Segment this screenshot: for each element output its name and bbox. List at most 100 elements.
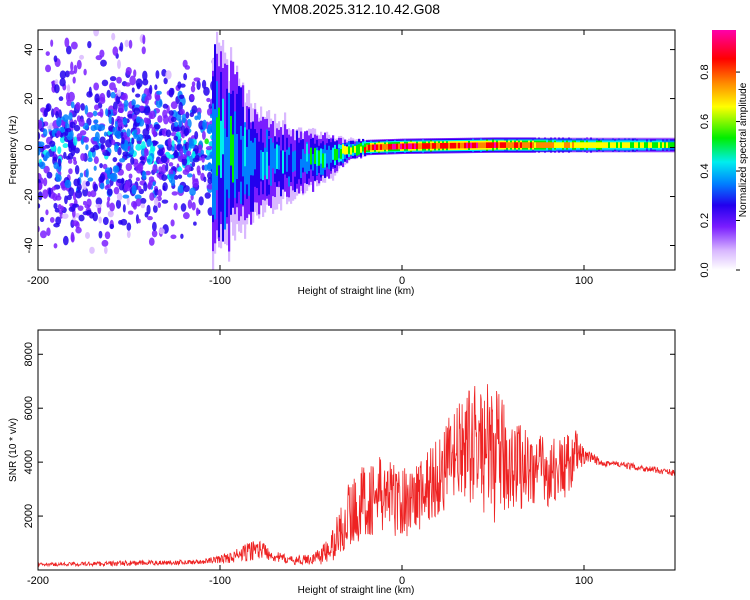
- spectrogram-cell: [182, 212, 190, 220]
- spectrogram-cell: [494, 142, 497, 148]
- spectrogram-cell: [95, 197, 103, 206]
- spectrogram-cell: [170, 116, 177, 123]
- spectrogram-cell: [654, 142, 657, 148]
- colorbar-tick-label: 0.4: [699, 163, 711, 178]
- spectrogram-cell: [142, 34, 146, 45]
- spectrogram-cell: [534, 142, 537, 148]
- spectrogram-cell: [103, 131, 108, 137]
- spectrogram-cell: [119, 158, 126, 163]
- spectrogram-cell: [260, 150, 263, 179]
- spectrogram-cell: [183, 185, 190, 193]
- spectrogram-cell: [114, 143, 119, 153]
- spectrogram-cell: [134, 194, 142, 200]
- spectrogram-cell: [618, 142, 621, 148]
- y-tick-label: 2000: [23, 504, 35, 528]
- spectrogram-cell: [59, 182, 65, 187]
- spectrogram-cell: [93, 30, 99, 37]
- spectrogram-cell: [628, 142, 631, 148]
- spectrogram-cell: [62, 143, 69, 149]
- spectrogram-cell: [113, 101, 118, 112]
- spectrogram-cell: [189, 187, 196, 196]
- spectrogram-cell: [117, 89, 122, 97]
- spectrogram-cell: [129, 147, 135, 156]
- spectrogram-cell: [616, 142, 619, 148]
- spectrogram-cell: [170, 219, 175, 227]
- spectrogram-cell: [438, 143, 441, 149]
- spectrogram-cell: [152, 163, 158, 174]
- spectrogram-cell: [146, 138, 152, 147]
- spectrogram-cell: [53, 243, 58, 249]
- spectrogram-cell: [55, 216, 62, 225]
- spectrogram-cell: [450, 142, 453, 149]
- spectrogram-cell: [46, 227, 51, 237]
- spectrogram-cell: [226, 136, 229, 190]
- spectrogram-cell: [107, 210, 114, 218]
- spectrogram-cell: [178, 94, 185, 100]
- spectrogram-cell: [568, 142, 571, 148]
- spectrogram-cell: [111, 172, 118, 182]
- spectrogram-cell: [201, 130, 206, 140]
- spectrogram-cell: [131, 184, 137, 195]
- spectrogram-cell: [131, 200, 137, 208]
- spectrogram-cell: [88, 86, 92, 97]
- spectrogram-cell: [87, 157, 93, 163]
- spectrogram-cell: [456, 142, 459, 149]
- spectrogram-cell: [432, 143, 435, 149]
- spectrogram-cell: [154, 84, 158, 91]
- spectrogram-cell: [376, 144, 379, 151]
- spectrogram-cell: [90, 190, 97, 198]
- spectrogram-cell: [56, 117, 62, 127]
- snr-frame: [37, 329, 676, 571]
- spectrogram-cell: [112, 108, 118, 115]
- spectrogram-cell: [157, 115, 163, 123]
- spectrogram-cell: [162, 109, 168, 119]
- spectrogram-cell: [48, 187, 52, 198]
- colorbar: 0.0 0.2 0.4 0.6 0.8 Normalized spectral ampl…: [699, 30, 749, 278]
- spectrogram-cell: [61, 213, 69, 219]
- spectrogram-x-ticks: -200 -100 0 100: [27, 30, 593, 287]
- spectrogram-cell: [39, 161, 46, 170]
- spectrogram-cell: [496, 142, 499, 148]
- spectrogram-cell: [49, 216, 55, 223]
- spectrogram-cell: [93, 156, 99, 165]
- spectrogram-cell: [105, 139, 113, 148]
- spectrogram-cell: [183, 127, 189, 136]
- spectrogram-cell: [484, 142, 487, 149]
- spectrogram-cell: [540, 142, 543, 148]
- spectrogram-cell: [60, 205, 65, 212]
- spectrogram-cell: [622, 142, 625, 148]
- spectrogram-cell: [604, 142, 607, 148]
- spectrogram-cell: [602, 142, 605, 148]
- spectrogram-cell: [658, 142, 661, 148]
- spectrogram-cell: [646, 142, 649, 148]
- spectrogram-cell: [198, 196, 204, 206]
- spectrogram-cell: [171, 146, 175, 152]
- spectrogram-cell: [630, 142, 633, 148]
- spectrogram-cell: [556, 142, 559, 148]
- spectrogram-cell: [158, 227, 165, 235]
- spectrogram-cell: [59, 78, 66, 87]
- spectrogram-cell: [85, 144, 89, 151]
- spectrogram-cell: [135, 143, 142, 151]
- spectrogram-cell: [85, 180, 90, 187]
- spectrogram-cell: [75, 189, 83, 199]
- spectrogram-cell: [218, 107, 221, 166]
- spectrogram-cell: [444, 142, 447, 149]
- spectrogram-cell: [312, 154, 315, 171]
- spectrogram-cell: [572, 142, 575, 148]
- spectrogram-cell: [177, 174, 183, 179]
- spectrogram-cell: [67, 91, 75, 102]
- x-tick-label: -100: [209, 575, 231, 587]
- spectrogram-cell: [434, 143, 437, 149]
- spectrogram-cell: [180, 233, 184, 239]
- spectrogram-cell: [282, 150, 285, 174]
- spectrogram-cell: [80, 103, 85, 111]
- spectrogram-cell: [554, 142, 557, 148]
- spectrogram-cell: [206, 97, 211, 103]
- spectrogram-cell: [180, 203, 187, 212]
- spectrogram-cell: [85, 168, 89, 178]
- spectrogram-cell: [92, 211, 98, 222]
- spectrogram-cell: [610, 142, 613, 148]
- spectrogram-cell: [194, 115, 199, 121]
- spectrogram-cell: [42, 128, 48, 137]
